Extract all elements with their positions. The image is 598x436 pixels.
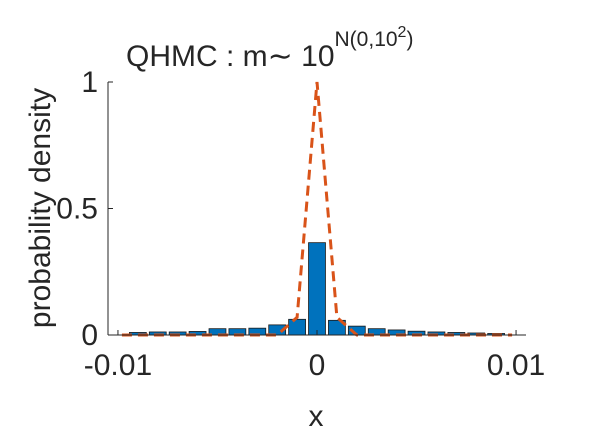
x-tick-label: 0	[309, 349, 326, 382]
y-tick-label: 1	[81, 66, 98, 99]
x-axis-label: x	[309, 400, 324, 433]
histogram-bar	[308, 242, 326, 336]
x-tick-label: -0.01	[84, 349, 152, 382]
y-tick-label: 0.5	[56, 193, 98, 226]
title-exponent: N(0,10	[335, 28, 398, 51]
title-tilde: ∼	[268, 40, 293, 73]
histogram-bar	[288, 318, 306, 336]
title-base: 10	[293, 40, 335, 73]
bars-layer	[128, 242, 505, 336]
y-axis-label: probability density	[24, 88, 57, 328]
y-tick-label: 0	[81, 319, 98, 352]
title-exponent-close: )	[406, 28, 413, 51]
title-main: QHMC : m	[126, 40, 268, 73]
chart-title: QHMC : m∼ 10N(0,102)	[126, 24, 413, 73]
title-exponent-sup: 2	[398, 24, 407, 41]
x-tick-label: 0.01	[487, 349, 545, 382]
